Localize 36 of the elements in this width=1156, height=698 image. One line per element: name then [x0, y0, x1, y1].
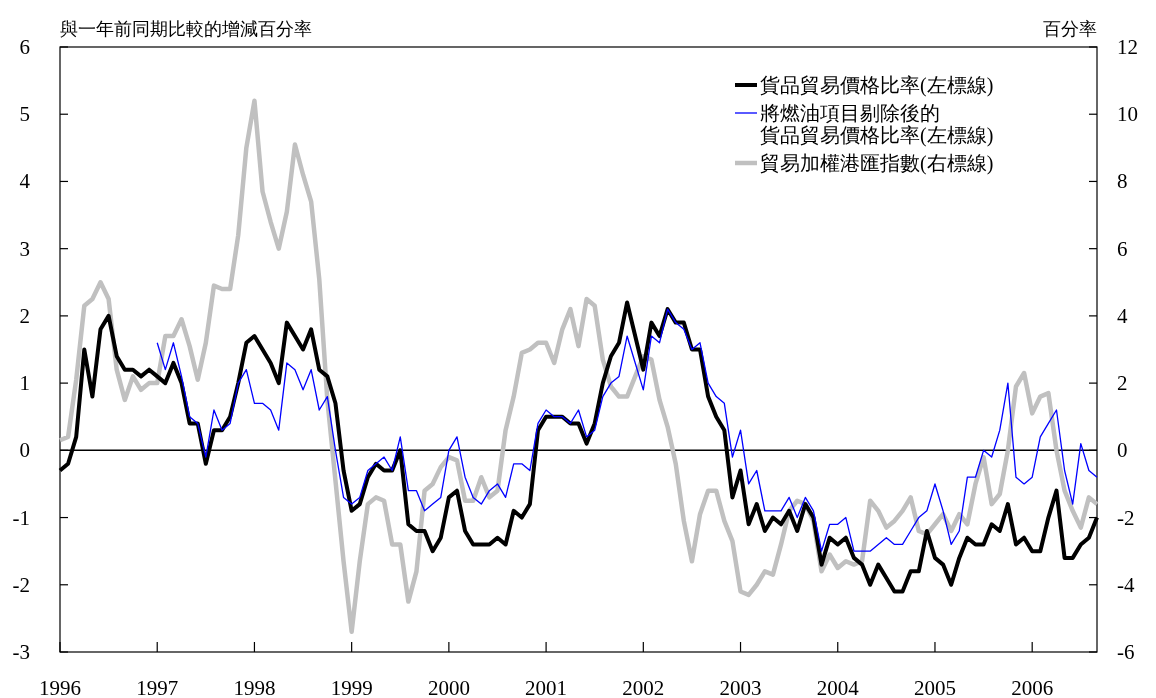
legend-label: 貿易加權港匯指數(右標線) [760, 152, 994, 175]
legend-label: 將燃油項目剔除後的貨品貿易價格比率(左標線) [760, 102, 994, 147]
x-tick-label: 1999 [330, 676, 373, 698]
y-tick-label: 6 [19, 35, 30, 59]
y-tick-label: 4 [19, 169, 31, 194]
y2-tick-label: 12 [1117, 35, 1138, 59]
y-tick-label: 2 [19, 303, 30, 328]
y2-tick-label: 8 [1117, 169, 1128, 194]
x-tick-label: 2000 [427, 676, 470, 698]
y2-axis-title: 百分率 [1043, 19, 1097, 39]
y2-tick-label: 6 [1117, 236, 1128, 261]
y-axis-title: 與一年前同期比較的增減百分率 [60, 19, 312, 39]
y2-tick-label: -2 [1117, 505, 1135, 530]
y-tick-label: 3 [19, 236, 30, 261]
y2-tick-label: -6 [1117, 640, 1135, 664]
x-tick-label: 2005 [913, 676, 956, 698]
y-tick-label: 5 [19, 102, 30, 127]
x-tick-label: 2001 [525, 676, 568, 698]
y2-tick-label: 10 [1117, 102, 1138, 127]
y-tick-label: 1 [19, 371, 30, 396]
x-tick-label: 2006 [1011, 676, 1054, 698]
x-tick-label: 2004 [816, 676, 860, 698]
x-tick-label: 1998 [233, 676, 276, 698]
y2-tick-label: 2 [1117, 371, 1128, 396]
x-tick-label: 1996 [39, 676, 81, 698]
y-tick-label: -3 [12, 640, 30, 664]
y2-tick-label: 4 [1117, 303, 1128, 328]
y-tick-label: -1 [12, 505, 30, 530]
y2-tick-label: 0 [1117, 438, 1128, 463]
y2-tick-label: -4 [1117, 572, 1135, 597]
y-tick-label: -2 [12, 572, 30, 597]
x-tick-label: 2003 [719, 676, 762, 698]
legend-label: 貨品貿易價格比率(左標線) [760, 74, 994, 97]
y-tick-label: 0 [19, 438, 30, 463]
x-tick-label: 2002 [622, 676, 665, 698]
x-tick-label: 1997 [136, 676, 179, 698]
